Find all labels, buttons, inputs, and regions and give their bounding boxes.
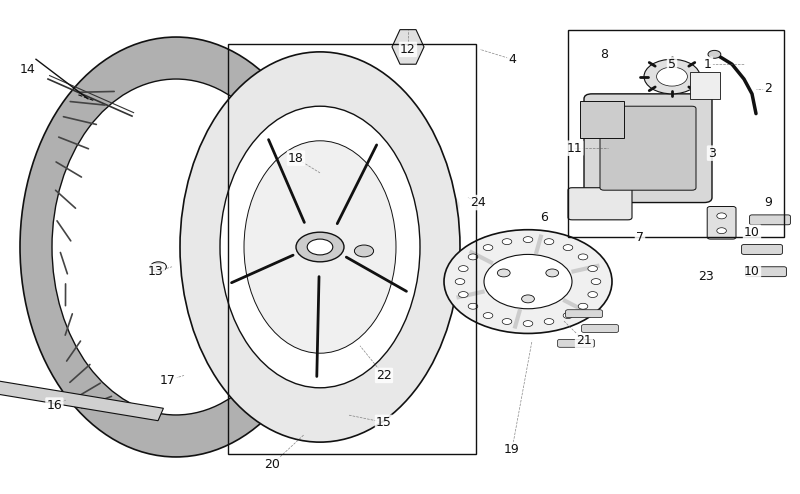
Text: 20: 20 [264,458,280,471]
Bar [568,30,784,237]
Circle shape [307,239,333,255]
FancyBboxPatch shape [584,94,712,203]
Circle shape [468,254,478,260]
FancyBboxPatch shape [750,215,790,225]
Text: 12: 12 [400,43,416,56]
Text: 16: 16 [46,399,62,412]
Circle shape [657,67,687,86]
Circle shape [588,266,598,272]
FancyBboxPatch shape [566,310,602,318]
FancyBboxPatch shape [568,188,632,220]
FancyBboxPatch shape [600,106,696,190]
Polygon shape [392,30,424,64]
Polygon shape [0,377,163,421]
Ellipse shape [180,52,460,442]
Circle shape [591,279,601,285]
Ellipse shape [52,79,300,415]
Text: 15: 15 [376,416,392,429]
Text: 8: 8 [600,48,608,61]
Bar [580,101,624,138]
Text: 13: 13 [148,265,164,278]
Ellipse shape [244,141,396,353]
Circle shape [523,321,533,327]
FancyBboxPatch shape [582,325,618,332]
Circle shape [544,239,554,245]
FancyBboxPatch shape [707,206,736,239]
Text: 2: 2 [764,82,772,95]
Text: 10: 10 [744,226,760,239]
Circle shape [498,269,510,277]
Text: 23: 23 [698,270,714,283]
Circle shape [502,319,512,325]
Text: 24: 24 [470,196,486,209]
Circle shape [150,262,166,272]
Text: 5: 5 [668,58,676,71]
Text: 18: 18 [288,152,304,165]
Bar [690,72,720,99]
Text: 7: 7 [636,231,644,244]
Circle shape [522,295,534,303]
Ellipse shape [20,37,332,457]
Circle shape [468,303,478,309]
Circle shape [458,266,468,272]
Text: 10: 10 [744,265,760,278]
Circle shape [588,291,598,297]
Circle shape [483,245,493,250]
Circle shape [644,59,700,94]
Bar [228,44,476,454]
Text: 11: 11 [566,142,582,155]
Circle shape [546,269,558,277]
Text: 9: 9 [764,196,772,209]
Text: 1: 1 [704,58,712,71]
Circle shape [483,313,493,319]
FancyBboxPatch shape [742,245,782,254]
Text: partsmanbikeito: partsmanbikeito [138,180,470,393]
FancyBboxPatch shape [558,339,594,347]
Circle shape [708,50,721,58]
Text: 17: 17 [160,374,176,387]
Text: 21: 21 [576,334,592,347]
Circle shape [523,237,533,243]
Circle shape [563,245,573,250]
Text: 3: 3 [708,147,716,160]
Text: 22: 22 [376,369,392,382]
Circle shape [444,230,612,333]
Circle shape [296,232,344,262]
Ellipse shape [220,106,420,388]
Circle shape [354,245,374,257]
Circle shape [717,228,726,234]
Circle shape [578,303,588,309]
Circle shape [563,313,573,319]
Circle shape [578,254,588,260]
Circle shape [544,319,554,325]
Circle shape [458,291,468,297]
Text: 19: 19 [504,443,520,456]
Circle shape [484,254,572,309]
Circle shape [502,239,512,245]
Text: 4: 4 [508,53,516,66]
FancyBboxPatch shape [746,267,786,277]
Circle shape [717,213,726,219]
Circle shape [455,279,465,285]
Text: 14: 14 [20,63,36,76]
Text: 6: 6 [540,211,548,224]
